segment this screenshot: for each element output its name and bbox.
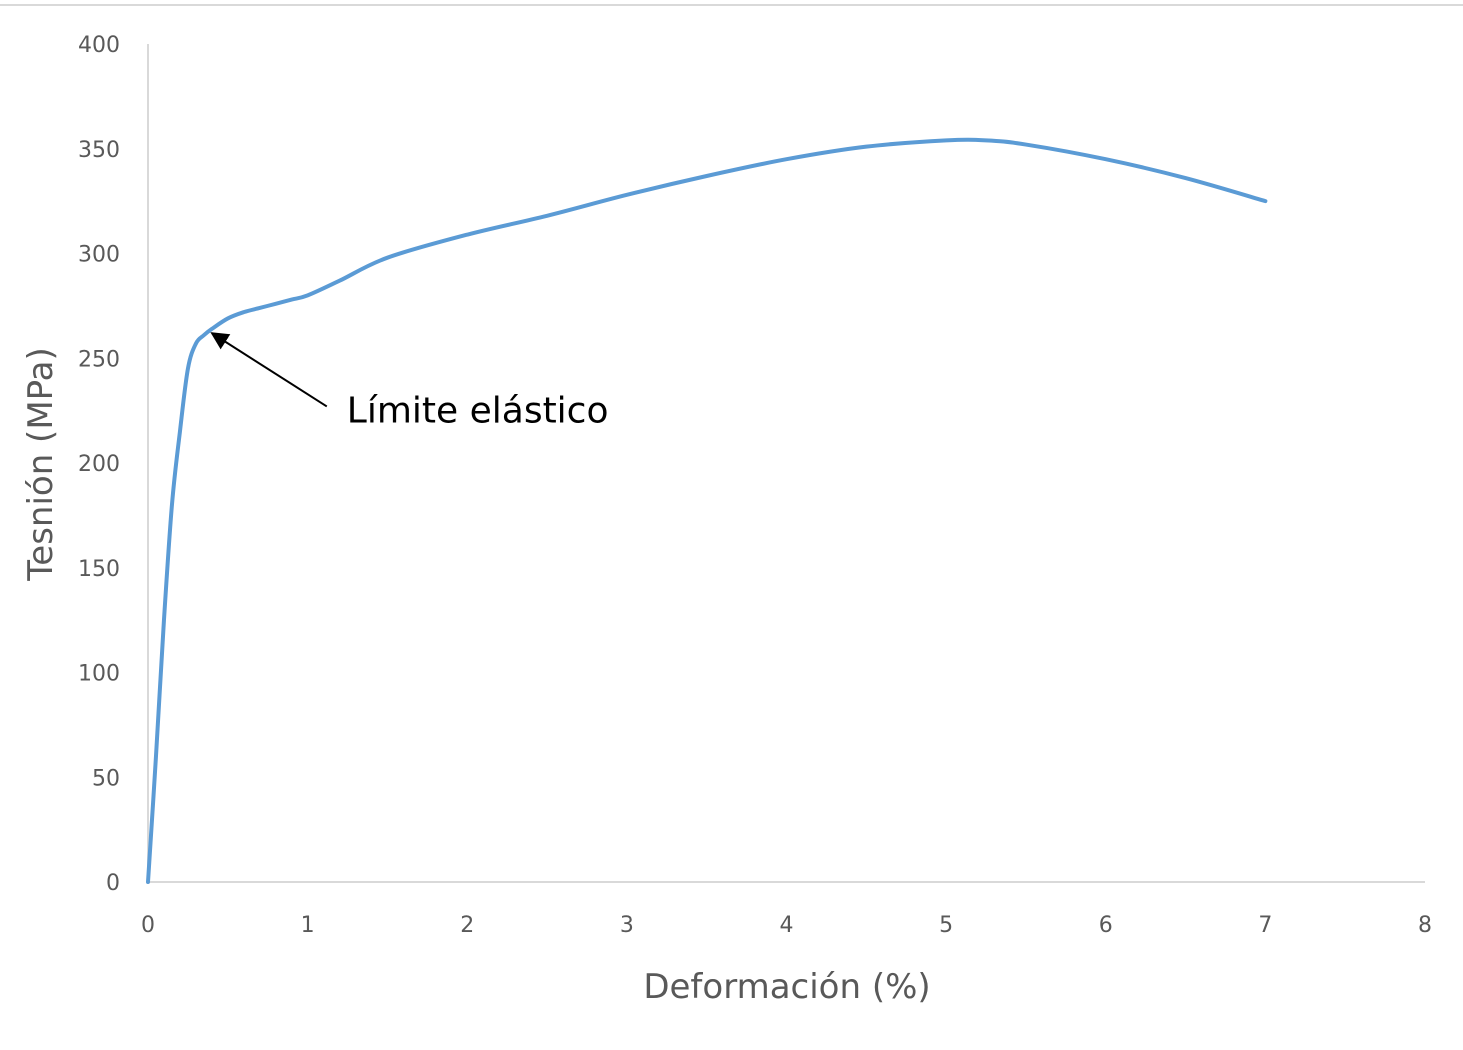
y-axis-title: Tesnión (MPa) bbox=[21, 347, 61, 581]
annotation-layer: Límite elástico bbox=[210, 332, 609, 431]
y-tick-label: 350 bbox=[78, 138, 120, 163]
x-tick-label: 5 bbox=[939, 913, 953, 938]
series-line bbox=[146, 137, 1268, 884]
x-tick-label: 3 bbox=[620, 913, 634, 938]
top-border bbox=[0, 0, 1463, 6]
y-tick-label: 400 bbox=[78, 33, 120, 58]
x-axis-title: Deformación (%) bbox=[643, 967, 930, 1007]
y-tick-label: 0 bbox=[106, 871, 120, 896]
series-layer bbox=[146, 137, 1268, 884]
y-tick-label: 50 bbox=[92, 766, 120, 791]
x-tick-label: 6 bbox=[1099, 913, 1113, 938]
y-tick-label: 100 bbox=[78, 662, 120, 687]
y-tick-label: 300 bbox=[78, 243, 120, 268]
x-tick-label: 8 bbox=[1418, 913, 1432, 938]
x-tick-label: 0 bbox=[141, 913, 155, 938]
y-tick-label: 200 bbox=[78, 452, 120, 477]
y-tick-label: 150 bbox=[78, 557, 120, 582]
tick-labels: 0 1 2 3 4 5 6 7 8 0 50 100 150 200 250 300 350 400 bbox=[78, 33, 1432, 938]
y-tick-label: 250 bbox=[78, 347, 120, 372]
axes bbox=[147, 44, 1425, 883]
annotation-label: Límite elástico bbox=[347, 390, 609, 431]
x-tick-label: 7 bbox=[1258, 913, 1272, 938]
x-tick-label: 2 bbox=[460, 913, 474, 938]
x-tick-label: 4 bbox=[780, 913, 794, 938]
annotation-arrow bbox=[210, 332, 328, 408]
x-tick-label: 1 bbox=[301, 913, 315, 938]
